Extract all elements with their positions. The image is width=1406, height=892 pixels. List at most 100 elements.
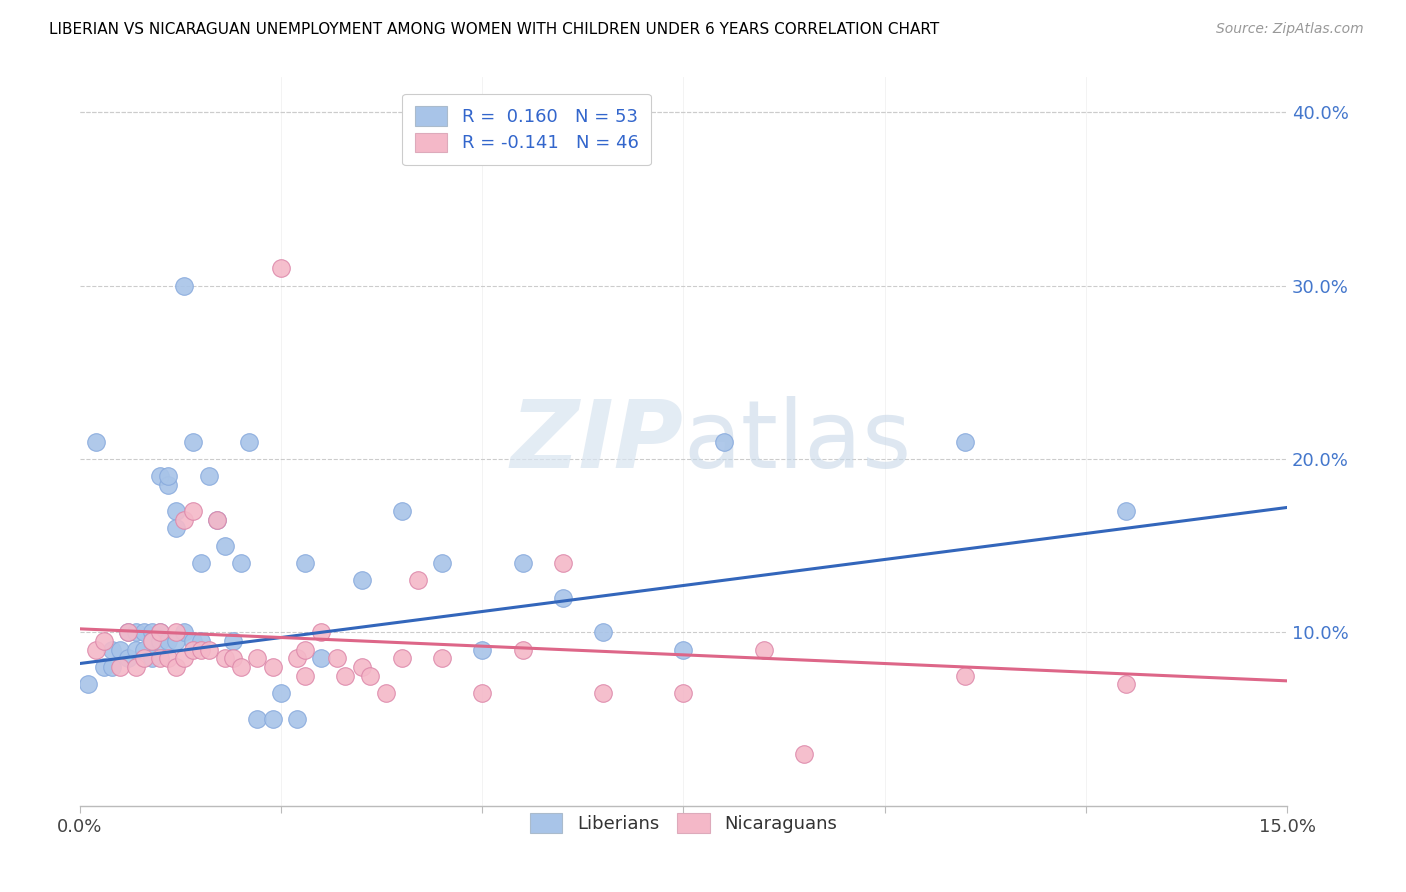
Point bbox=[101, 660, 124, 674]
Text: Source: ZipAtlas.com: Source: ZipAtlas.com bbox=[1216, 22, 1364, 37]
Point bbox=[181, 642, 204, 657]
Point bbox=[205, 513, 228, 527]
Point bbox=[238, 434, 260, 449]
Point bbox=[165, 521, 187, 535]
Point bbox=[359, 668, 381, 682]
Point bbox=[173, 625, 195, 640]
Point bbox=[246, 651, 269, 665]
Point bbox=[77, 677, 100, 691]
Point bbox=[134, 642, 156, 657]
Text: LIBERIAN VS NICARAGUAN UNEMPLOYMENT AMONG WOMEN WITH CHILDREN UNDER 6 YEARS CORR: LIBERIAN VS NICARAGUAN UNEMPLOYMENT AMON… bbox=[49, 22, 939, 37]
Point bbox=[672, 686, 695, 700]
Point bbox=[391, 651, 413, 665]
Point bbox=[551, 556, 574, 570]
Point bbox=[173, 651, 195, 665]
Point bbox=[229, 660, 252, 674]
Point bbox=[285, 651, 308, 665]
Point bbox=[205, 513, 228, 527]
Point bbox=[157, 478, 180, 492]
Point bbox=[84, 642, 107, 657]
Point bbox=[173, 278, 195, 293]
Point bbox=[165, 625, 187, 640]
Point bbox=[108, 642, 131, 657]
Point bbox=[262, 660, 284, 674]
Point bbox=[285, 712, 308, 726]
Point bbox=[190, 634, 212, 648]
Point bbox=[108, 660, 131, 674]
Point bbox=[101, 642, 124, 657]
Point bbox=[294, 556, 316, 570]
Point bbox=[165, 660, 187, 674]
Point bbox=[713, 434, 735, 449]
Point bbox=[141, 634, 163, 648]
Point bbox=[311, 625, 333, 640]
Point bbox=[512, 642, 534, 657]
Point bbox=[165, 504, 187, 518]
Point bbox=[181, 434, 204, 449]
Point bbox=[117, 625, 139, 640]
Point bbox=[157, 469, 180, 483]
Point bbox=[181, 634, 204, 648]
Point bbox=[471, 642, 494, 657]
Point bbox=[374, 686, 396, 700]
Point bbox=[84, 434, 107, 449]
Point bbox=[197, 469, 219, 483]
Point bbox=[165, 634, 187, 648]
Point bbox=[222, 634, 245, 648]
Point bbox=[953, 434, 976, 449]
Point bbox=[173, 513, 195, 527]
Point bbox=[141, 625, 163, 640]
Point bbox=[222, 651, 245, 665]
Point bbox=[1115, 504, 1137, 518]
Point bbox=[117, 625, 139, 640]
Point bbox=[350, 660, 373, 674]
Point bbox=[430, 651, 453, 665]
Point bbox=[197, 642, 219, 657]
Point bbox=[1115, 677, 1137, 691]
Point bbox=[793, 747, 815, 761]
Point bbox=[471, 686, 494, 700]
Point bbox=[551, 591, 574, 605]
Point bbox=[752, 642, 775, 657]
Point bbox=[181, 504, 204, 518]
Point bbox=[953, 668, 976, 682]
Point bbox=[125, 660, 148, 674]
Point bbox=[391, 504, 413, 518]
Point bbox=[262, 712, 284, 726]
Point bbox=[335, 668, 357, 682]
Point bbox=[149, 625, 172, 640]
Point bbox=[134, 625, 156, 640]
Point bbox=[350, 574, 373, 588]
Text: ZIP: ZIP bbox=[510, 395, 683, 488]
Point bbox=[294, 642, 316, 657]
Point bbox=[406, 574, 429, 588]
Point bbox=[311, 651, 333, 665]
Point bbox=[270, 261, 292, 276]
Point bbox=[246, 712, 269, 726]
Point bbox=[190, 642, 212, 657]
Point bbox=[214, 539, 236, 553]
Point bbox=[125, 625, 148, 640]
Point bbox=[157, 634, 180, 648]
Point bbox=[592, 686, 614, 700]
Point bbox=[592, 625, 614, 640]
Point bbox=[134, 651, 156, 665]
Point bbox=[117, 651, 139, 665]
Point bbox=[149, 651, 172, 665]
Legend: Liberians, Nicaraguans: Liberians, Nicaraguans bbox=[519, 803, 848, 844]
Point bbox=[294, 668, 316, 682]
Point bbox=[430, 556, 453, 570]
Point bbox=[141, 651, 163, 665]
Point bbox=[270, 686, 292, 700]
Point bbox=[672, 642, 695, 657]
Point bbox=[125, 642, 148, 657]
Point bbox=[190, 556, 212, 570]
Point bbox=[149, 625, 172, 640]
Point bbox=[93, 634, 115, 648]
Point bbox=[141, 634, 163, 648]
Point bbox=[326, 651, 349, 665]
Point bbox=[93, 660, 115, 674]
Point bbox=[149, 634, 172, 648]
Point bbox=[157, 651, 180, 665]
Point bbox=[512, 556, 534, 570]
